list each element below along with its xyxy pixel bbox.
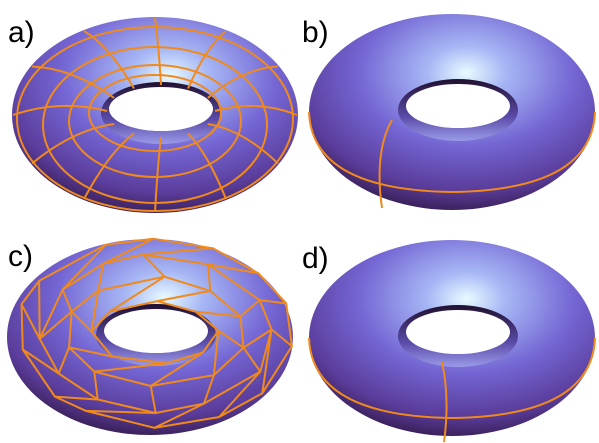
mesh-lines — [12, 17, 298, 213]
cell-line — [212, 330, 220, 376]
cell-line — [20, 303, 41, 340]
cell-line — [70, 310, 93, 333]
cell-line — [94, 362, 167, 373]
torus — [309, 14, 595, 210]
cell-line — [54, 395, 98, 401]
cell-line — [68, 346, 113, 358]
cell-line — [85, 409, 156, 414]
meridian-line — [12, 104, 108, 116]
panel-label: d) — [302, 242, 329, 275]
cell-line — [109, 275, 166, 313]
cell-line — [208, 263, 259, 275]
ring-line — [42, 46, 269, 204]
cut-line — [378, 119, 393, 209]
cell-line — [61, 244, 107, 291]
panel-c — [7, 237, 293, 435]
cell-line — [20, 237, 293, 429]
cell-line — [261, 329, 273, 394]
cell-line — [154, 402, 205, 429]
cell-line — [142, 253, 166, 278]
meridian-line — [83, 132, 135, 200]
panel-label: b) — [302, 16, 329, 49]
panel-label: c) — [8, 240, 33, 273]
meridian-line — [83, 30, 135, 90]
cell-line — [242, 328, 273, 349]
meridian-line — [154, 17, 162, 86]
cell-line — [203, 374, 215, 404]
cell-line — [217, 329, 245, 349]
meridian-line — [214, 104, 298, 116]
cut-line — [441, 361, 448, 443]
cell-line — [270, 328, 293, 347]
meridian-line — [207, 65, 279, 99]
meridian-line — [207, 123, 279, 165]
cut-line — [308, 337, 596, 420]
cell-line — [143, 247, 214, 256]
ring-line — [16, 26, 295, 212]
panel-label: a) — [8, 16, 35, 49]
cell-line — [242, 347, 262, 373]
cut-line — [308, 111, 596, 194]
panel-a — [12, 17, 298, 213]
meridian-line — [154, 136, 162, 213]
cell-line — [239, 299, 261, 318]
meridian-line — [31, 65, 115, 99]
cell-line — [90, 290, 100, 332]
cell-line — [207, 264, 212, 291]
cell-line — [57, 346, 71, 374]
cell-line — [156, 289, 211, 303]
cell-line — [218, 370, 262, 418]
cell-line — [259, 299, 287, 305]
cell-line — [39, 310, 73, 340]
voronoi-lines — [20, 237, 293, 429]
meridian-line — [187, 132, 227, 200]
cell-line — [149, 385, 157, 414]
panel-d — [308, 240, 596, 443]
cell-line — [22, 348, 60, 375]
torus — [309, 240, 595, 436]
cell-line — [93, 371, 99, 400]
meridian-line — [31, 123, 115, 165]
cell-line — [102, 237, 154, 265]
panel-b — [308, 14, 596, 210]
ring-line — [68, 64, 243, 178]
cell-line — [97, 263, 105, 291]
cell-line — [61, 289, 73, 312]
cell-line — [150, 351, 204, 387]
cell-line — [38, 280, 41, 339]
cell-line — [195, 310, 241, 318]
meridian-line — [187, 30, 227, 89]
